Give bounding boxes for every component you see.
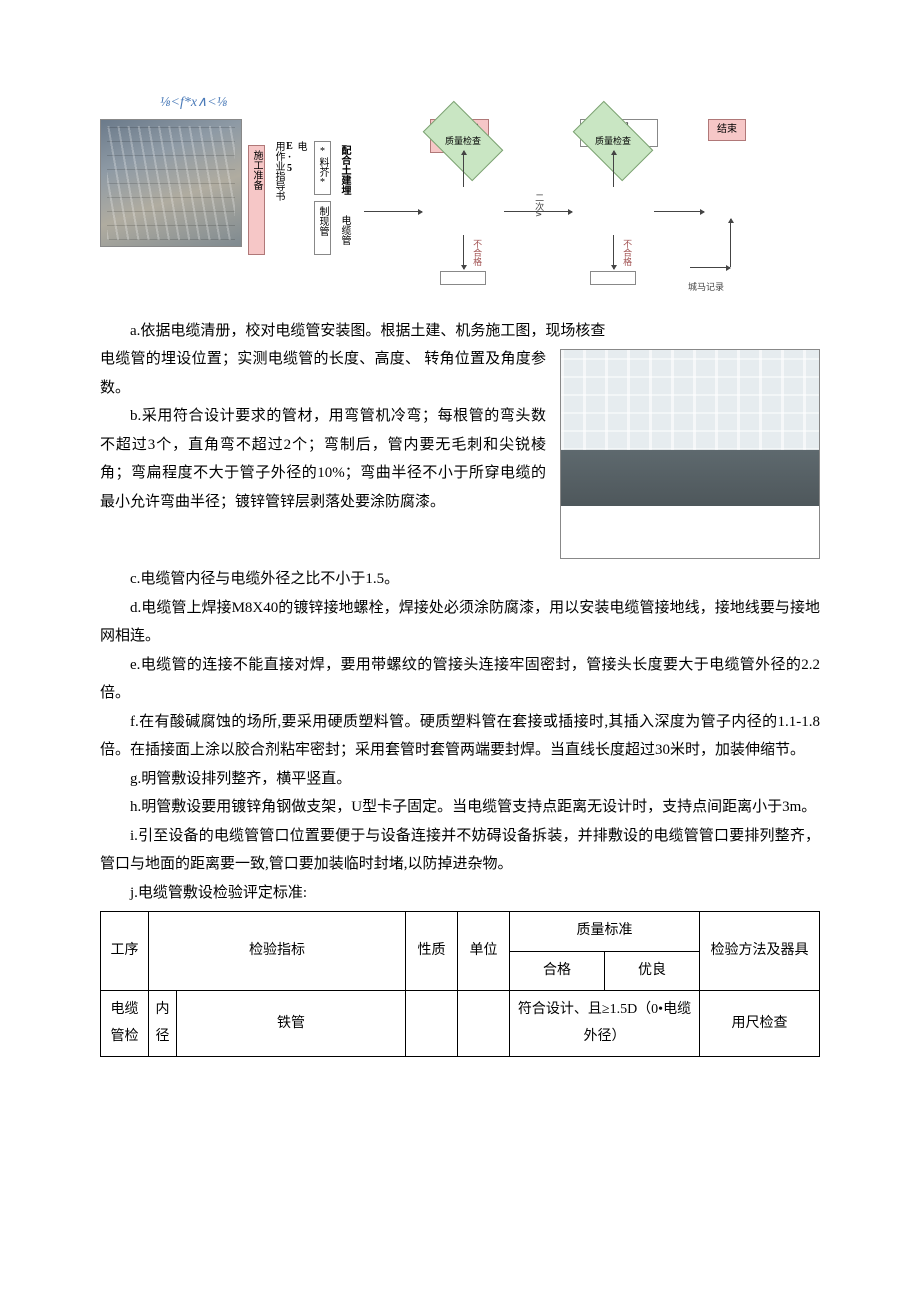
para-d: d.电缆管上焊接M8X40的镀锌接地螺栓，焊接处必须涂防腐漆，用以安装电缆管接地…	[100, 594, 820, 651]
flow-small1	[440, 271, 486, 285]
flow-small2	[590, 271, 636, 285]
flow-col3-bot: 制现管	[314, 201, 331, 255]
flow-ok2: 二次∧	[530, 193, 547, 218]
arrow-icon	[463, 151, 464, 187]
table-row: 电缆管检 内径 铁管 符合设计、且≥1.5D（0•电缆外径） 用尺检查	[101, 991, 820, 1057]
arrow-icon	[613, 235, 614, 269]
inspection-table: 工序 检验指标 性质 单位 质量标准 检验方法及器具 合格 优良 电缆管检 内径…	[100, 911, 820, 1057]
td-item: 铁管	[177, 991, 406, 1057]
td-std: 符合设计、且≥1.5D（0•电缆外径）	[510, 991, 700, 1057]
para-h: h.明管敷设要用镀锌角钢做支架，U型卡子固定。当电缆管支持点距离无设计时，支持点…	[100, 793, 820, 822]
flow-prep: 施工准备	[248, 145, 265, 255]
flow-col4-bot: 电缆管	[337, 211, 352, 255]
th-good: 优良	[605, 951, 700, 991]
th-nature: 性质	[406, 912, 458, 991]
flow-guide: 电 E·5 用作业指导书	[271, 137, 308, 267]
flow-bottom-note: 城马记录	[688, 279, 724, 296]
th-unit: 单位	[458, 912, 510, 991]
arrow-icon	[654, 211, 704, 212]
para-a: a.依据电缆清册，校对电缆管安装图。根据土建、机务施工图，现场核查	[100, 317, 820, 346]
td-unit	[458, 991, 510, 1057]
flow-col3-top: *料芥*	[314, 141, 331, 195]
flow-col4-top: 配合土建埋	[337, 141, 352, 205]
para-c: c.电缆管内径与电缆外径之比不小于1.5。	[100, 565, 820, 594]
site-photo-2	[560, 349, 820, 559]
arrow-icon	[730, 219, 731, 267]
flow-guide-top: 电	[295, 141, 306, 263]
para-f: f.在有酸碱腐蚀的场所,要采用硬质塑料管。硬质塑料管在套接或插接时,其插入深度为…	[100, 708, 820, 765]
para-e: e.电缆管的连接不能直接对焊，要用带螺纹的管接头连接牢固密封，管接头长度要大于电…	[100, 651, 820, 708]
flow-nok1: 不合格	[468, 239, 485, 266]
arrow-icon	[463, 235, 464, 269]
para-i: i.引至设备的电缆管管口位置要便于与设备连接并不妨碍设备拆装，并排敷设的电缆管管…	[100, 822, 820, 879]
td-nature	[406, 991, 458, 1057]
flow-guide-bot: 用作业指导书	[273, 141, 284, 263]
site-photo-1	[100, 119, 242, 247]
para-g: g.明管敷设排列整齐，横平竖直。	[100, 765, 820, 794]
td-proc: 电缆管检	[101, 991, 149, 1057]
flowchart-diagram: 施工准备 电 E·5 用作业指导书 *料芥* 制现管 配合土建埋 电缆管 弯曲半…	[100, 119, 820, 299]
flow-end: 结束	[708, 119, 746, 141]
para-j: j.电缆管敷设检验评定标准:	[100, 879, 820, 908]
td-sub: 内径	[149, 991, 177, 1057]
table-header-row: 工序 检验指标 性质 单位 质量标准 检验方法及器具	[101, 912, 820, 952]
td-method: 用尺检查	[700, 991, 820, 1057]
arrow-icon	[613, 151, 614, 187]
flow-canvas: 弯曲半径 ≥6倍管径 耳租位置 看目用 质量检查 质量检查 结束 二次∧ 不合格…	[358, 119, 820, 299]
th-method: 检验方法及器具	[700, 912, 820, 991]
th-proc: 工序	[101, 912, 149, 991]
th-quality: 质量标准	[510, 912, 700, 952]
flow-nok2: 不合格	[618, 239, 635, 266]
th-index: 检验指标	[149, 912, 406, 991]
th-pass: 合格	[510, 951, 605, 991]
formula-text: ⅛<f*x∧<⅛	[160, 90, 820, 117]
line	[690, 267, 730, 268]
flow-guide-mid: E·5	[284, 141, 295, 263]
arrow-icon	[364, 211, 422, 212]
